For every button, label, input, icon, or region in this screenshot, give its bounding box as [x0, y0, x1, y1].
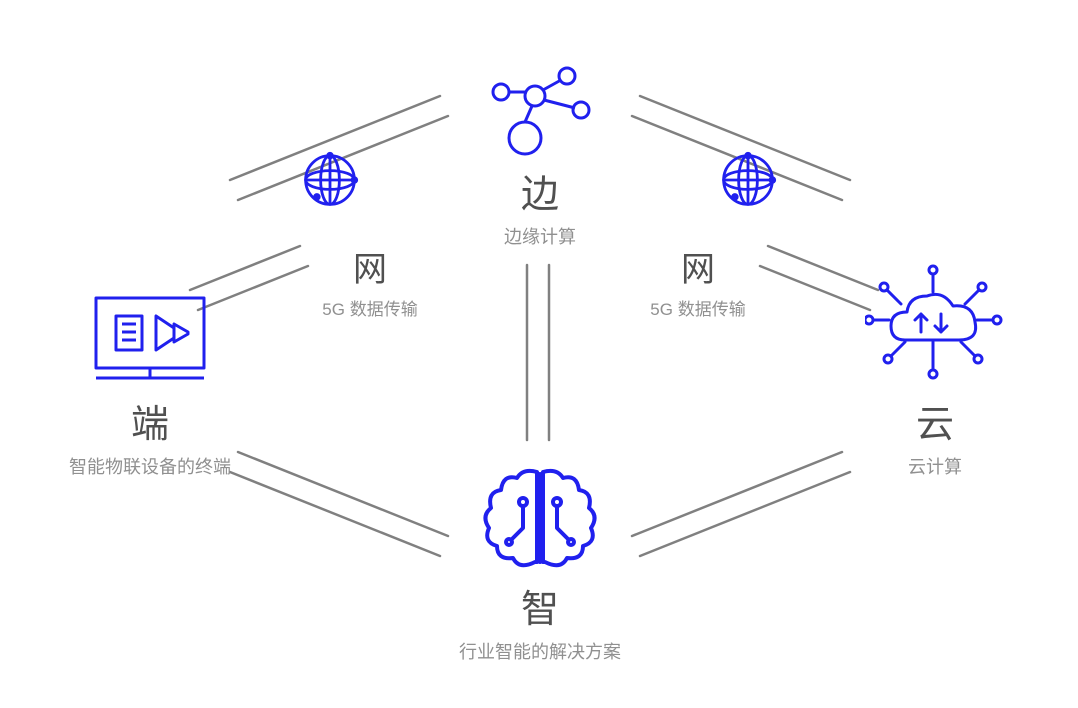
mid-label-net-right: 网 5G 数据传输: [628, 250, 768, 320]
network-nodes-icon: [470, 60, 610, 165]
globe-icon-left: [300, 150, 360, 215]
node-cloud-title: 云: [860, 403, 1010, 449]
node-intelligence-title: 智: [420, 588, 660, 634]
monitor-icon: [50, 290, 250, 395]
node-terminal-subtitle: 智能物联设备的终端: [50, 453, 250, 479]
mid-net-left-subtitle: 5G 数据传输: [300, 295, 440, 320]
globe-icon-right: [718, 150, 778, 215]
mid-net-left-title: 网: [300, 250, 440, 291]
node-terminal-title: 端: [50, 403, 250, 449]
brain-icon: [420, 460, 660, 580]
node-edge-subtitle: 边缘计算: [470, 223, 610, 249]
node-edge: 边 边缘计算: [470, 60, 610, 249]
node-cloud-subtitle: 云计算: [860, 453, 1010, 479]
node-intelligence-subtitle: 行业智能的解决方案: [420, 638, 660, 664]
node-intelligence: 智 行业智能的解决方案: [420, 460, 660, 664]
mid-net-right-subtitle: 5G 数据传输: [628, 295, 768, 320]
cloud-compute-icon: [860, 260, 1010, 395]
node-cloud: 云 云计算: [860, 260, 1010, 479]
mid-label-net-left: 网 5G 数据传输: [300, 250, 440, 320]
mid-net-right-title: 网: [628, 250, 768, 291]
node-terminal: 端 智能物联设备的终端: [50, 290, 250, 479]
node-edge-title: 边: [470, 173, 610, 219]
